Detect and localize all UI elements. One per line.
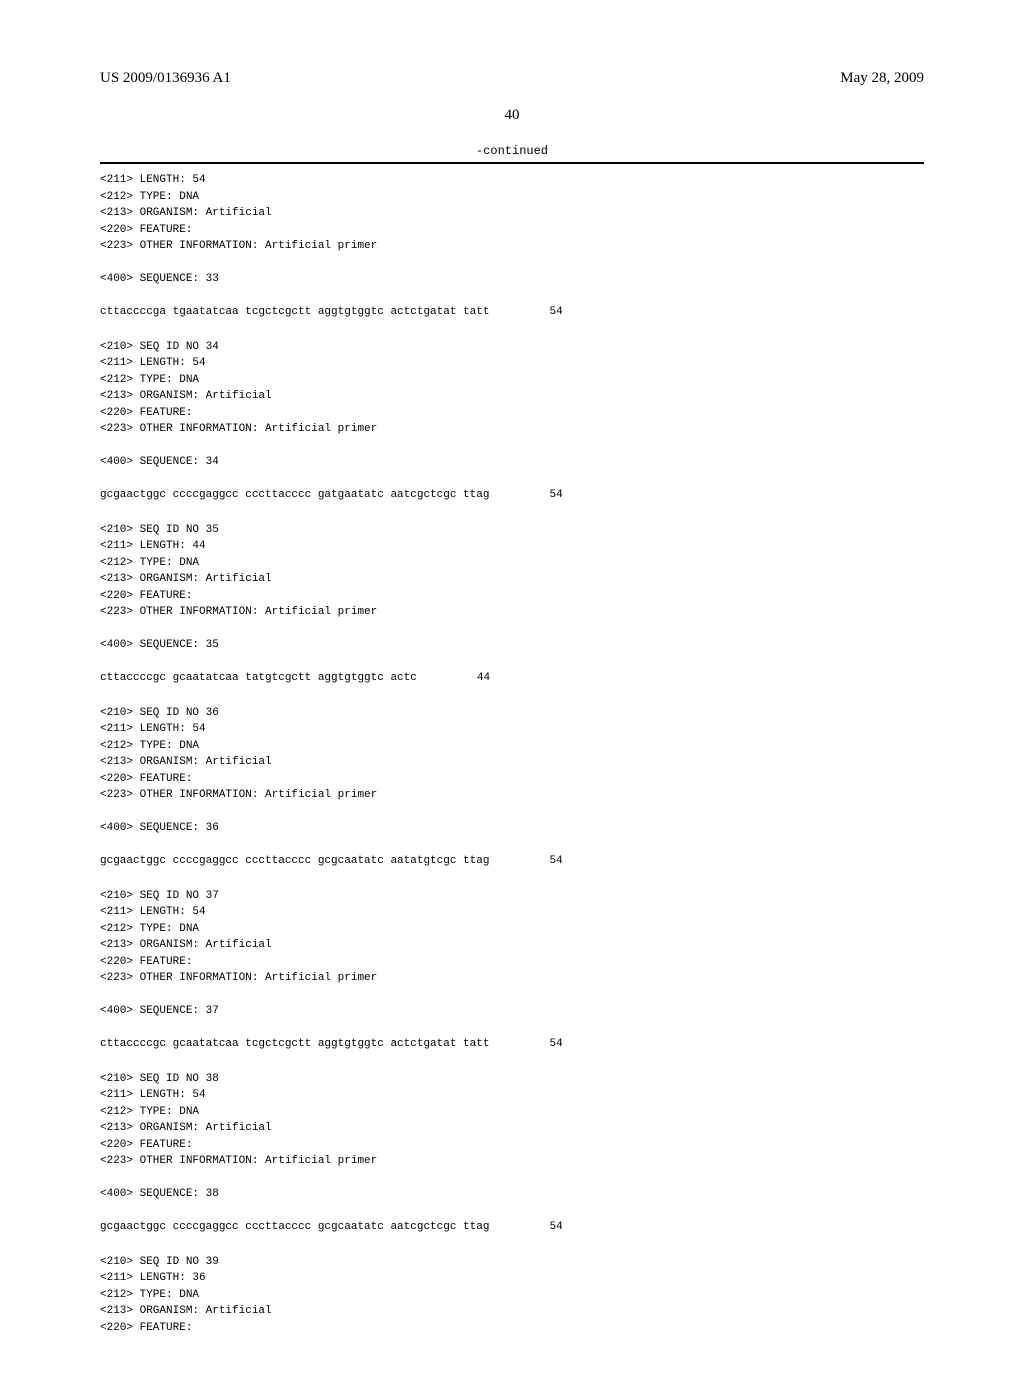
sequence-meta-line: <223> OTHER INFORMATION: Artificial prim…: [100, 787, 924, 804]
sequence-listing: <211> LENGTH: 54<212> TYPE: DNA<213> ORG…: [100, 172, 924, 1336]
sequence-meta-line: <400> SEQUENCE: 36: [100, 820, 924, 837]
sequence-entry: <210> SEQ ID NO 37<211> LENGTH: 54<212> …: [100, 888, 924, 1053]
patent-page: US 2009/0136936 A1 May 28, 2009 40 -cont…: [0, 0, 1024, 1394]
sequence-meta-line: <223> OTHER INFORMATION: Artificial prim…: [100, 604, 924, 621]
sequence-meta-line: <213> ORGANISM: Artificial: [100, 388, 924, 405]
sequence-meta-line: <211> LENGTH: 54: [100, 172, 924, 189]
sequence-meta-line: <211> LENGTH: 36: [100, 1270, 924, 1287]
sequence-meta-line: <211> LENGTH: 54: [100, 355, 924, 372]
sequence-meta-line: <220> FEATURE:: [100, 1320, 924, 1337]
sequence-meta-line: [100, 438, 924, 455]
spacer: [100, 288, 924, 305]
sequence-meta-line: <220> FEATURE:: [100, 405, 924, 422]
sequence-meta-line: <213> ORGANISM: Artificial: [100, 205, 924, 222]
sequence-meta-line: <400> SEQUENCE: 35: [100, 637, 924, 654]
sequence-entry: <210> SEQ ID NO 36<211> LENGTH: 54<212> …: [100, 705, 924, 870]
sequence-meta-line: <210> SEQ ID NO 37: [100, 888, 924, 905]
sequence-length: 44: [477, 670, 490, 687]
sequence-meta-line: <400> SEQUENCE: 38: [100, 1186, 924, 1203]
sequence-row: gcgaactggc ccccgaggcc cccttacccc gcgcaat…: [100, 1219, 924, 1236]
spacer: [100, 471, 924, 488]
sequence-meta-line: [100, 255, 924, 272]
sequence-length: 54: [549, 853, 562, 870]
sequence-row: gcgaactggc ccccgaggcc cccttacccc gcgcaat…: [100, 853, 924, 870]
sequence-text: cttaccccga tgaatatcaa tcgctcgctt aggtgtg…: [100, 304, 489, 321]
sequence-meta-line: <210> SEQ ID NO 35: [100, 522, 924, 539]
sequence-meta-line: <210> SEQ ID NO 39: [100, 1254, 924, 1271]
sequence-meta-line: [100, 804, 924, 821]
sequence-meta-line: <400> SEQUENCE: 37: [100, 1003, 924, 1020]
sequence-meta-line: <212> TYPE: DNA: [100, 372, 924, 389]
sequence-meta-line: <212> TYPE: DNA: [100, 555, 924, 572]
sequence-entry: <210> SEQ ID NO 34<211> LENGTH: 54<212> …: [100, 339, 924, 504]
sequence-entry: <211> LENGTH: 54<212> TYPE: DNA<213> ORG…: [100, 172, 924, 321]
sequence-meta-line: <210> SEQ ID NO 36: [100, 705, 924, 722]
publication-date: May 28, 2009: [840, 70, 924, 87]
sequence-meta-line: <400> SEQUENCE: 33: [100, 271, 924, 288]
sequence-meta-line: <220> FEATURE:: [100, 588, 924, 605]
sequence-meta-line: <211> LENGTH: 54: [100, 1087, 924, 1104]
sequence-text: cttaccccgc gcaatatcaa tatgtcgctt aggtgtg…: [100, 670, 417, 687]
spacer: [100, 1203, 924, 1220]
sequence-text: gcgaactggc ccccgaggcc cccttacccc gcgcaat…: [100, 853, 489, 870]
sequence-meta-line: <212> TYPE: DNA: [100, 1104, 924, 1121]
sequence-row: cttaccccga tgaatatcaa tcgctcgctt aggtgtg…: [100, 304, 924, 321]
sequence-meta-line: <220> FEATURE:: [100, 771, 924, 788]
sequence-entry: <210> SEQ ID NO 38<211> LENGTH: 54<212> …: [100, 1071, 924, 1236]
sequence-meta-line: <212> TYPE: DNA: [100, 738, 924, 755]
spacer: [100, 654, 924, 671]
sequence-meta-line: <220> FEATURE:: [100, 954, 924, 971]
sequence-meta-line: [100, 987, 924, 1004]
sequence-meta-line: <211> LENGTH: 54: [100, 721, 924, 738]
page-header: US 2009/0136936 A1 May 28, 2009: [100, 70, 924, 87]
sequence-entry: <210> SEQ ID NO 39<211> LENGTH: 36<212> …: [100, 1254, 924, 1337]
sequence-meta-line: <210> SEQ ID NO 34: [100, 339, 924, 356]
sequence-meta-line: <213> ORGANISM: Artificial: [100, 571, 924, 588]
sequence-meta-line: <220> FEATURE:: [100, 222, 924, 239]
sequence-meta-line: <213> ORGANISM: Artificial: [100, 937, 924, 954]
spacer: [100, 1020, 924, 1037]
sequence-meta-line: <213> ORGANISM: Artificial: [100, 754, 924, 771]
sequence-meta-line: <211> LENGTH: 54: [100, 904, 924, 921]
continued-label: -continued: [100, 144, 924, 158]
sequence-meta-line: <213> ORGANISM: Artificial: [100, 1120, 924, 1137]
sequence-length: 54: [549, 304, 562, 321]
page-number: 40: [100, 107, 924, 124]
sequence-length: 54: [549, 1036, 562, 1053]
sequence-text: gcgaactggc ccccgaggcc cccttacccc gcgcaat…: [100, 1219, 489, 1236]
sequence-row: cttaccccgc gcaatatcaa tcgctcgctt aggtgtg…: [100, 1036, 924, 1053]
sequence-meta-line: <212> TYPE: DNA: [100, 1287, 924, 1304]
sequence-meta-line: <210> SEQ ID NO 38: [100, 1071, 924, 1088]
sequence-meta-line: [100, 621, 924, 638]
sequence-meta-line: <212> TYPE: DNA: [100, 189, 924, 206]
sequence-meta-line: <223> OTHER INFORMATION: Artificial prim…: [100, 421, 924, 438]
sequence-meta-line: <220> FEATURE:: [100, 1137, 924, 1154]
sequence-meta-line: <212> TYPE: DNA: [100, 921, 924, 938]
sequence-meta-line: <213> ORGANISM: Artificial: [100, 1303, 924, 1320]
sequence-text: cttaccccgc gcaatatcaa tcgctcgctt aggtgtg…: [100, 1036, 489, 1053]
sequence-row: cttaccccgc gcaatatcaa tatgtcgctt aggtgtg…: [100, 670, 924, 687]
sequence-text: gcgaactggc ccccgaggcc cccttacccc gatgaat…: [100, 487, 489, 504]
sequence-entry: <210> SEQ ID NO 35<211> LENGTH: 44<212> …: [100, 522, 924, 687]
horizontal-rule: [100, 162, 924, 164]
sequence-meta-line: <211> LENGTH: 44: [100, 538, 924, 555]
sequence-meta-line: <223> OTHER INFORMATION: Artificial prim…: [100, 238, 924, 255]
sequence-length: 54: [549, 1219, 562, 1236]
spacer: [100, 837, 924, 854]
sequence-meta-line: <223> OTHER INFORMATION: Artificial prim…: [100, 970, 924, 987]
sequence-meta-line: <223> OTHER INFORMATION: Artificial prim…: [100, 1153, 924, 1170]
sequence-row: gcgaactggc ccccgaggcc cccttacccc gatgaat…: [100, 487, 924, 504]
publication-number: US 2009/0136936 A1: [100, 70, 231, 87]
sequence-length: 54: [549, 487, 562, 504]
sequence-meta-line: [100, 1170, 924, 1187]
sequence-meta-line: <400> SEQUENCE: 34: [100, 454, 924, 471]
